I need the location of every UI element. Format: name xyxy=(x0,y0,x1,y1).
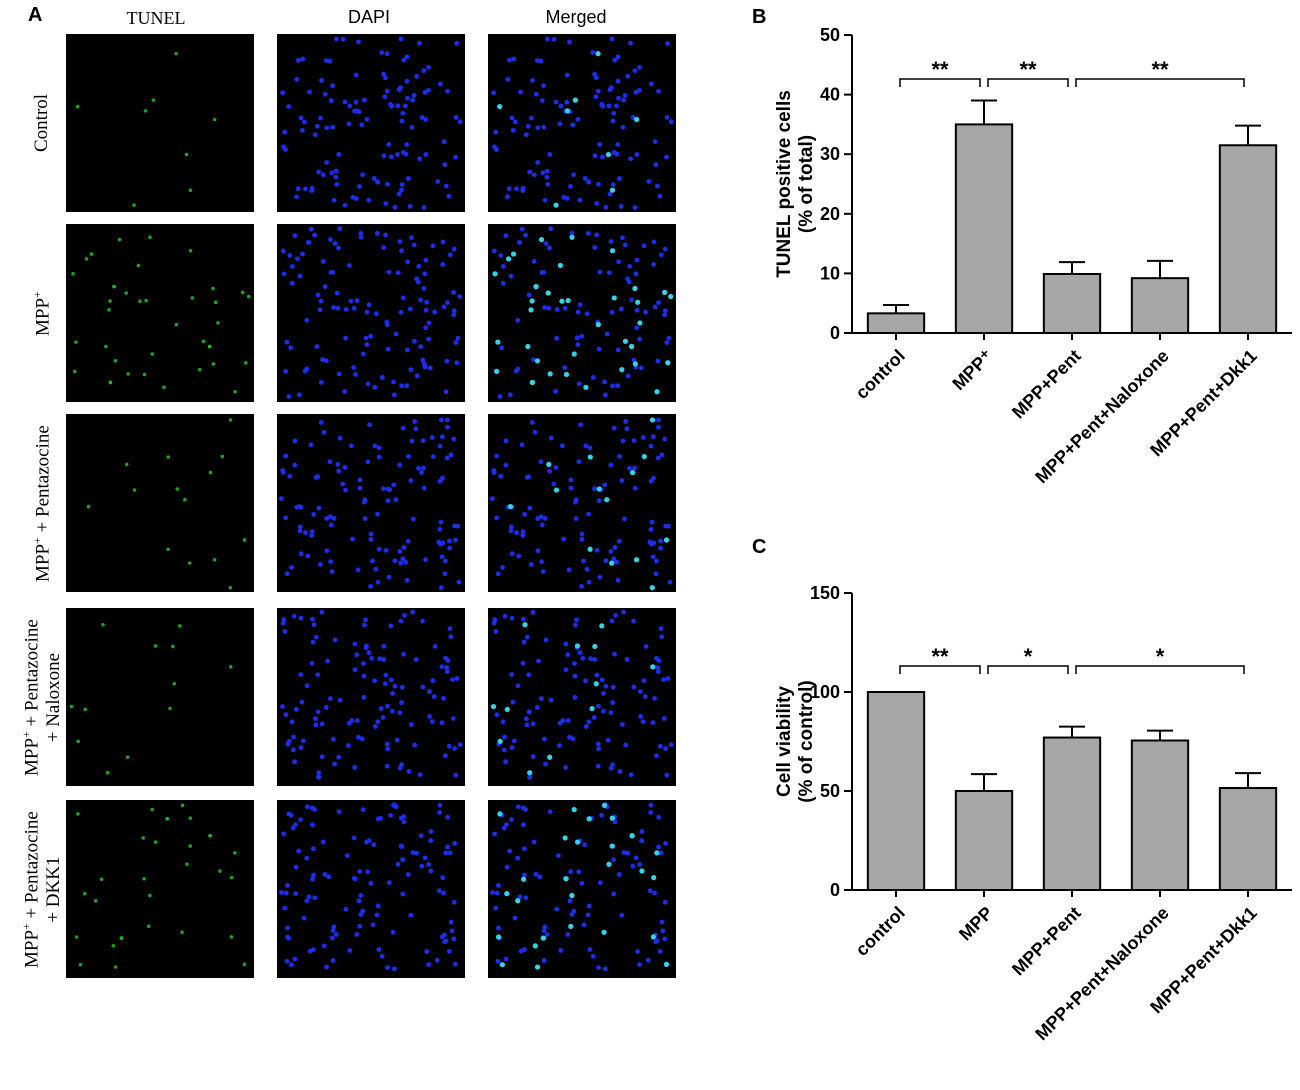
bar-4 xyxy=(1218,144,1278,335)
micrograph-merged-row-5 xyxy=(488,800,676,978)
row-label-2: MPP+ xyxy=(30,290,54,336)
significance-bracket xyxy=(1075,665,1245,674)
x-tick-label: control xyxy=(852,903,909,960)
micrograph-merged-row-3 xyxy=(488,414,676,592)
bar-1 xyxy=(954,123,1014,335)
micrograph-dapi-row-5 xyxy=(277,800,465,978)
micrograph-dapi-row-4 xyxy=(277,608,465,786)
y-tick-label: 100 xyxy=(810,682,840,702)
bar-3 xyxy=(1130,277,1190,334)
y-tick-label: 40 xyxy=(820,85,840,105)
row-label-4: MPP+ + Pentazocine + Naloxone xyxy=(19,618,65,776)
significance-label: ** xyxy=(1019,57,1037,82)
y-tick-label: 10 xyxy=(820,263,840,283)
y-axis-label-unit: (% of control) xyxy=(796,680,817,802)
x-tick-label: control xyxy=(852,346,909,403)
x-tick-label: MPP+Pent xyxy=(1008,903,1085,980)
row-label-3: MPP+ + Pentazocine xyxy=(30,424,54,582)
significance-bracket xyxy=(899,78,981,87)
y-axis-label: Cell viability xyxy=(774,686,795,797)
bar-1 xyxy=(954,790,1014,891)
significance-label: ** xyxy=(931,644,949,669)
micrograph-dapi-row-3 xyxy=(277,414,465,592)
micrograph-dapi-row-2 xyxy=(277,224,465,402)
micrograph-merged-row-1 xyxy=(488,34,676,212)
bar-2 xyxy=(1042,736,1102,891)
significance-bracket xyxy=(899,665,981,674)
significance-label: * xyxy=(1156,644,1165,669)
x-tick-label: MPP+Pent xyxy=(1008,346,1085,423)
column-header-merged: Merged xyxy=(545,7,607,27)
panel-c-letter: C xyxy=(752,536,767,558)
x-tick-label: MPP⁺ xyxy=(948,346,996,394)
y-tick-label: 0 xyxy=(830,880,840,900)
y-axis-label: TUNEL positive cells xyxy=(774,90,795,278)
significance-bracket xyxy=(987,665,1069,674)
bar-3 xyxy=(1130,739,1190,891)
significance-label: ** xyxy=(931,57,949,82)
y-axis-label-unit: (% of total) xyxy=(796,135,817,233)
micrograph-tunel-row-2 xyxy=(66,224,254,402)
bar-4 xyxy=(1218,787,1278,891)
significance-label: ** xyxy=(1151,57,1169,82)
row-label-1: Control xyxy=(31,93,52,152)
y-tick-label: 30 xyxy=(820,144,840,164)
tunel-bar-chart: 0 10 20 30 40 50 TUNEL positive cells (% of tot… xyxy=(774,25,1292,487)
x-tick-label: MPP xyxy=(955,903,997,945)
viability-bar-chart: 0 50 100 150 Cell viability (% of control) con… xyxy=(774,583,1292,1044)
significance-bracket xyxy=(987,78,1069,87)
panel-a-letter: A xyxy=(28,4,43,26)
y-tick-label: 50 xyxy=(820,25,840,45)
micrograph-merged-row-2 xyxy=(488,224,676,402)
y-tick-label: 150 xyxy=(810,583,840,603)
panel-b-letter: B xyxy=(752,6,767,28)
micrograph-tunel-row-1 xyxy=(66,34,254,212)
significance-bracket xyxy=(1075,78,1245,87)
micrograph-tunel-row-5 xyxy=(66,800,254,978)
y-tick-label: 50 xyxy=(820,781,840,801)
bar-2 xyxy=(1042,272,1102,335)
bar-0 xyxy=(866,312,926,334)
micrograph-tunel-row-4 xyxy=(66,608,254,786)
row-label-5: MPP+ + Pentazocine + DKK1 xyxy=(19,810,65,968)
micrograph-tunel-row-3 xyxy=(66,414,254,592)
significance-label: * xyxy=(1024,644,1033,669)
y-tick-label: 20 xyxy=(820,204,840,224)
column-header-dapi: DAPI xyxy=(347,7,390,27)
micrograph-dapi-row-1 xyxy=(277,34,465,212)
micrograph-merged-row-4 xyxy=(488,608,676,786)
y-tick-label: 0 xyxy=(830,323,840,343)
bar-0 xyxy=(866,691,926,891)
column-header-tunel: TUNEL xyxy=(126,8,186,28)
